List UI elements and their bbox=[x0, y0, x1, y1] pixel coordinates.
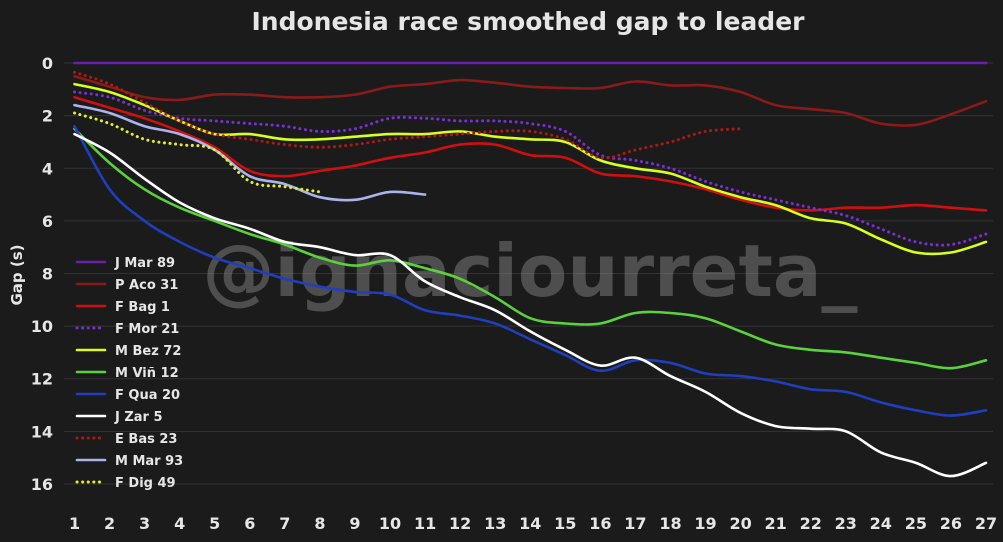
x-tick-label: 22 bbox=[800, 514, 822, 533]
chart-title: Indonesia race smoothed gap to leader bbox=[252, 7, 806, 36]
legend: J Mar 89 P Aco 31 F Bag 1 F Mor 21 M Bez 72 M… bbox=[75, 256, 183, 491]
x-tick-label: 24 bbox=[870, 514, 892, 533]
y-tick-label: 4 bbox=[42, 159, 53, 178]
x-tick-label: 3 bbox=[139, 514, 150, 533]
series-line-10 bbox=[73, 103, 427, 202]
series-line-8 bbox=[73, 132, 988, 478]
y-tick-label: 10 bbox=[31, 317, 53, 336]
series-line-7 bbox=[73, 124, 988, 417]
x-tick-label: 5 bbox=[209, 514, 220, 533]
x-tick-labels: 1 2 3 4 5 6 7 8 9 10 11 12 13 14 15 16 17 18 19 20 21 22 23 24 2… bbox=[69, 514, 997, 533]
legend-label: M Mar 93 bbox=[115, 454, 183, 469]
x-tick-label: 4 bbox=[174, 514, 185, 533]
x-tick-label: 19 bbox=[694, 514, 716, 533]
x-tick-label: 11 bbox=[414, 514, 436, 533]
x-tick-label: 21 bbox=[765, 514, 787, 533]
legend-label: J Mar 89 bbox=[114, 256, 175, 271]
x-tick-label: 8 bbox=[314, 514, 325, 533]
x-tick-label: 27 bbox=[975, 514, 997, 533]
y-tick-label: 6 bbox=[42, 212, 53, 231]
series-line-11 bbox=[73, 111, 322, 194]
x-tick-label: 20 bbox=[729, 514, 751, 533]
series-line-2 bbox=[73, 74, 988, 127]
legend-label: J Zar 5 bbox=[114, 410, 163, 425]
legend-label: F Mor 21 bbox=[115, 322, 179, 337]
y-tick-label: 0 bbox=[42, 54, 53, 73]
x-tick-label: 26 bbox=[940, 514, 962, 533]
x-tick-label: 16 bbox=[589, 514, 611, 533]
x-tick-label: 13 bbox=[484, 514, 506, 533]
series-line-9 bbox=[73, 70, 743, 160]
x-tick-label: 6 bbox=[244, 514, 255, 533]
x-tick-label: 14 bbox=[519, 514, 541, 533]
legend-label: F Bag 1 bbox=[115, 300, 170, 315]
x-tick-label: 2 bbox=[104, 514, 115, 533]
watermark: @ignaciourreta_ bbox=[203, 229, 858, 313]
series-line-5 bbox=[73, 82, 988, 256]
y-axis-label: Gap (s) bbox=[8, 244, 26, 305]
legend-label: M Viñ 12 bbox=[115, 366, 179, 381]
x-tick-label: 9 bbox=[349, 514, 360, 533]
x-tick-label: 17 bbox=[624, 514, 646, 533]
legend-label: E Bas 23 bbox=[115, 432, 177, 447]
y-tick-label: 14 bbox=[31, 422, 53, 441]
x-tick-label: 12 bbox=[449, 514, 471, 533]
legend-label: P Aco 31 bbox=[115, 278, 178, 293]
x-tick-label: 15 bbox=[554, 514, 576, 533]
y-tick-label: 2 bbox=[42, 107, 53, 126]
x-tick-label: 18 bbox=[659, 514, 681, 533]
y-tick-label: 16 bbox=[31, 475, 53, 494]
y-tick-label: 8 bbox=[42, 265, 53, 284]
legend-label: M Bez 72 bbox=[115, 344, 181, 359]
series-lines bbox=[73, 61, 988, 478]
series-line-4 bbox=[73, 90, 988, 247]
x-tick-label: 23 bbox=[835, 514, 857, 533]
series-line-6 bbox=[73, 127, 988, 370]
series-line-3 bbox=[73, 95, 988, 212]
y-tick-labels: 0 2 4 6 8 10 12 14 16 bbox=[31, 54, 53, 494]
legend-label: F Dig 49 bbox=[115, 476, 176, 491]
x-tick-label: 7 bbox=[279, 514, 290, 533]
x-tick-label: 1 bbox=[69, 514, 80, 533]
x-tick-label: 10 bbox=[379, 514, 401, 533]
x-tick-label: 25 bbox=[905, 514, 927, 533]
y-tick-label: 12 bbox=[31, 370, 53, 389]
legend-label: F Qua 20 bbox=[115, 388, 180, 403]
